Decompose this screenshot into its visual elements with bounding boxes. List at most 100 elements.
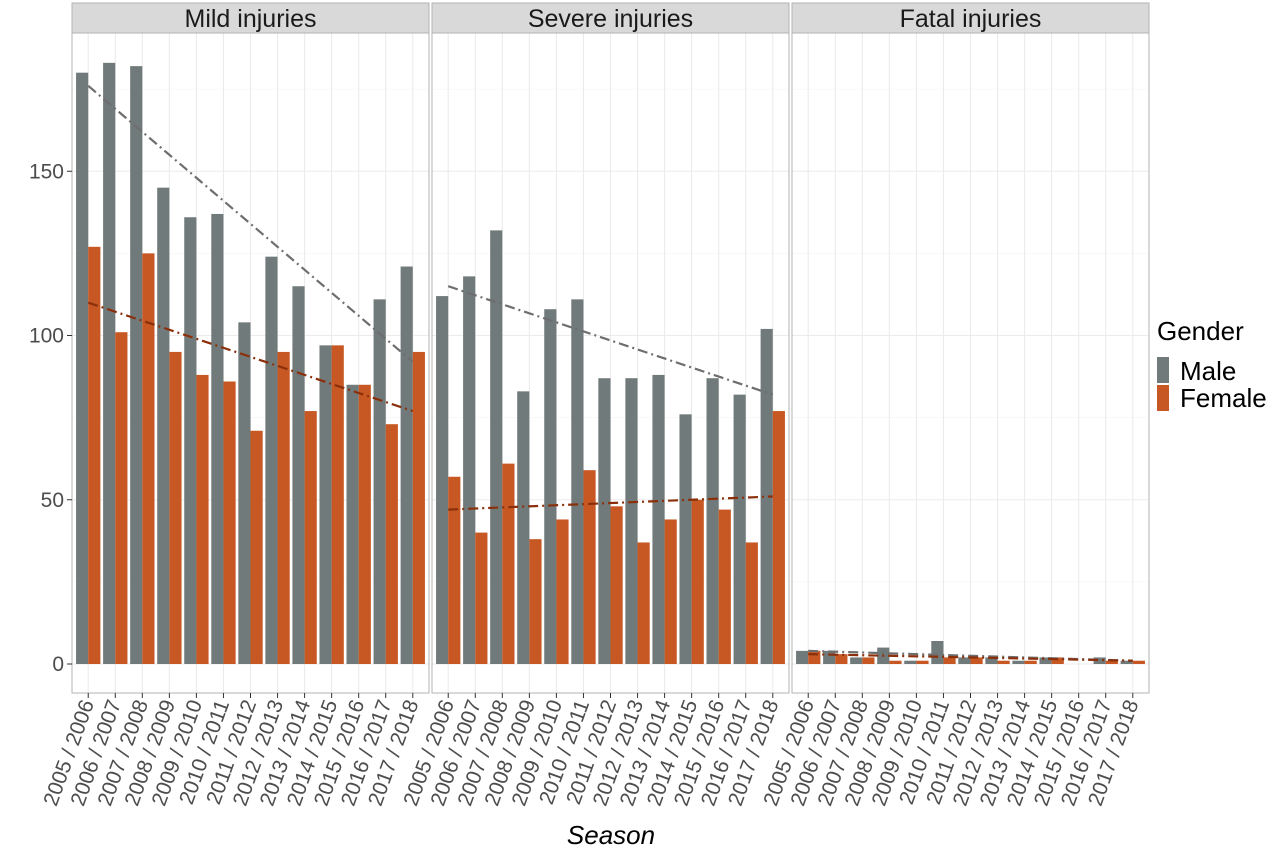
legend: Gender Male Female bbox=[1157, 316, 1267, 413]
bar-male-2005-2006 bbox=[76, 72, 89, 664]
bar-female-2014-2015 bbox=[691, 499, 704, 664]
trendline-female bbox=[87, 301, 414, 413]
bar-male-2012-2013 bbox=[625, 378, 638, 664]
bar-male-2008-2009 bbox=[157, 187, 170, 665]
bar-male-2006-2007 bbox=[463, 276, 476, 664]
x-axis-title: Season bbox=[567, 820, 655, 850]
trendline-female bbox=[808, 653, 1133, 662]
bar-male-2005-2006 bbox=[436, 296, 449, 664]
bar-male-2014-2015 bbox=[319, 345, 332, 664]
bar-male-2011-2012 bbox=[238, 322, 251, 664]
bar-male-2011-2012 bbox=[598, 378, 611, 664]
trendline-male bbox=[447, 285, 774, 396]
bar-male-2017-2018 bbox=[760, 328, 773, 664]
facet-title-severe-injuries: Severe injuries bbox=[528, 5, 693, 33]
bar-female-2010-2011 bbox=[943, 657, 956, 664]
bar-male-2013-2014 bbox=[652, 374, 665, 664]
bar-female-2017-2018 bbox=[1132, 660, 1145, 664]
y-tick-label: 50 bbox=[41, 489, 64, 512]
bar-male-2015-2016 bbox=[706, 378, 719, 664]
bar-female-2017-2018 bbox=[772, 411, 785, 664]
bar-male-2010-2011 bbox=[931, 641, 944, 664]
bar-female-2007-2008 bbox=[142, 253, 155, 664]
bar-female-2016-2017 bbox=[1105, 660, 1118, 664]
bar-male-2014-2015 bbox=[679, 414, 692, 664]
y-tick-label: 100 bbox=[29, 325, 64, 348]
y-tick-label: 0 bbox=[52, 653, 64, 676]
bar-female-2013-2014 bbox=[304, 411, 317, 664]
bar-female-2007-2008 bbox=[862, 657, 875, 664]
bar-female-2012-2013 bbox=[997, 660, 1010, 664]
bar-female-2007-2008 bbox=[502, 463, 515, 664]
bar-female-2011-2012 bbox=[970, 657, 983, 664]
bar-female-2016-2017 bbox=[385, 424, 398, 664]
legend-swatch-male bbox=[1157, 357, 1169, 383]
bar-male-2016-2017 bbox=[1093, 657, 1106, 664]
legend-swatch-female bbox=[1157, 385, 1169, 411]
bar-male-2009-2010 bbox=[544, 309, 557, 664]
bar-female-2009-2010 bbox=[916, 660, 929, 664]
bar-male-2016-2017 bbox=[373, 299, 386, 664]
bar-female-2013-2014 bbox=[1024, 660, 1037, 664]
bar-female-2006-2007 bbox=[835, 654, 848, 664]
bar-female-2015-2016 bbox=[358, 384, 371, 664]
bar-female-2005-2006 bbox=[448, 476, 461, 664]
facet-title-mild-injuries: Mild injuries bbox=[185, 5, 317, 33]
bar-male-2007-2008 bbox=[130, 66, 143, 664]
bar-female-2008-2009 bbox=[889, 660, 902, 664]
bar-male-2013-2014 bbox=[292, 286, 305, 664]
trendline-female bbox=[448, 495, 773, 511]
bar-male-2006-2007 bbox=[103, 62, 116, 665]
y-axis: 0 50 100 150 bbox=[29, 160, 72, 676]
bar-male-2007-2008 bbox=[490, 230, 503, 664]
bar-female-2013-2014 bbox=[664, 519, 677, 664]
bar-male-2010-2011 bbox=[211, 213, 224, 664]
bar-female-2014-2015 bbox=[1051, 657, 1064, 664]
legend-label-female: Female bbox=[1180, 383, 1267, 413]
bar-male-2011-2012 bbox=[958, 657, 971, 664]
trendline-male bbox=[808, 649, 1133, 662]
bar-female-2015-2016 bbox=[718, 509, 731, 664]
facet-strip-fatal-injuries bbox=[791, 2, 1150, 34]
y-tick-label: 150 bbox=[29, 160, 64, 183]
bar-male-2010-2011 bbox=[571, 299, 584, 664]
trendline-male bbox=[87, 85, 414, 363]
bar-male-2014-2015 bbox=[1039, 657, 1052, 664]
bar-female-2009-2010 bbox=[196, 374, 209, 664]
facet-strip-severe-injuries bbox=[431, 2, 790, 34]
bar-male-2005-2006 bbox=[796, 650, 809, 664]
bar-female-2011-2012 bbox=[250, 430, 263, 664]
legend-title: Gender bbox=[1157, 316, 1244, 346]
bar-male-2015-2016 bbox=[346, 384, 359, 664]
bar-male-2006-2007 bbox=[823, 650, 836, 664]
bar-female-2016-2017 bbox=[745, 542, 758, 664]
bar-male-2012-2013 bbox=[985, 657, 998, 664]
bar-female-2011-2012 bbox=[610, 506, 623, 664]
bar-female-2012-2013 bbox=[637, 542, 650, 664]
bar-male-2017-2018 bbox=[1120, 660, 1133, 664]
bar-male-2012-2013 bbox=[265, 256, 278, 664]
bar-female-2017-2018 bbox=[412, 351, 425, 664]
bar-female-2009-2010 bbox=[556, 519, 569, 664]
facet-strip-mild-injuries bbox=[71, 2, 430, 34]
bar-female-2008-2009 bbox=[169, 351, 182, 664]
bar-female-2005-2006 bbox=[88, 246, 101, 664]
bar-male-2016-2017 bbox=[733, 394, 746, 664]
bar-male-2013-2014 bbox=[1012, 660, 1025, 664]
bar-male-2009-2010 bbox=[184, 217, 197, 665]
bar-female-2010-2011 bbox=[583, 470, 596, 664]
bar-male-2017-2018 bbox=[400, 266, 413, 664]
bar-female-2010-2011 bbox=[223, 381, 236, 664]
bar-female-2005-2006 bbox=[808, 650, 821, 664]
bar-female-2006-2007 bbox=[115, 332, 128, 664]
facet-title-fatal-injuries: Fatal injuries bbox=[900, 5, 1042, 33]
bar-female-2006-2007 bbox=[475, 532, 488, 664]
bar-female-2008-2009 bbox=[529, 539, 542, 664]
bar-female-2014-2015 bbox=[331, 345, 344, 664]
bar-male-2008-2009 bbox=[517, 391, 530, 664]
bar-female-2012-2013 bbox=[277, 351, 290, 664]
